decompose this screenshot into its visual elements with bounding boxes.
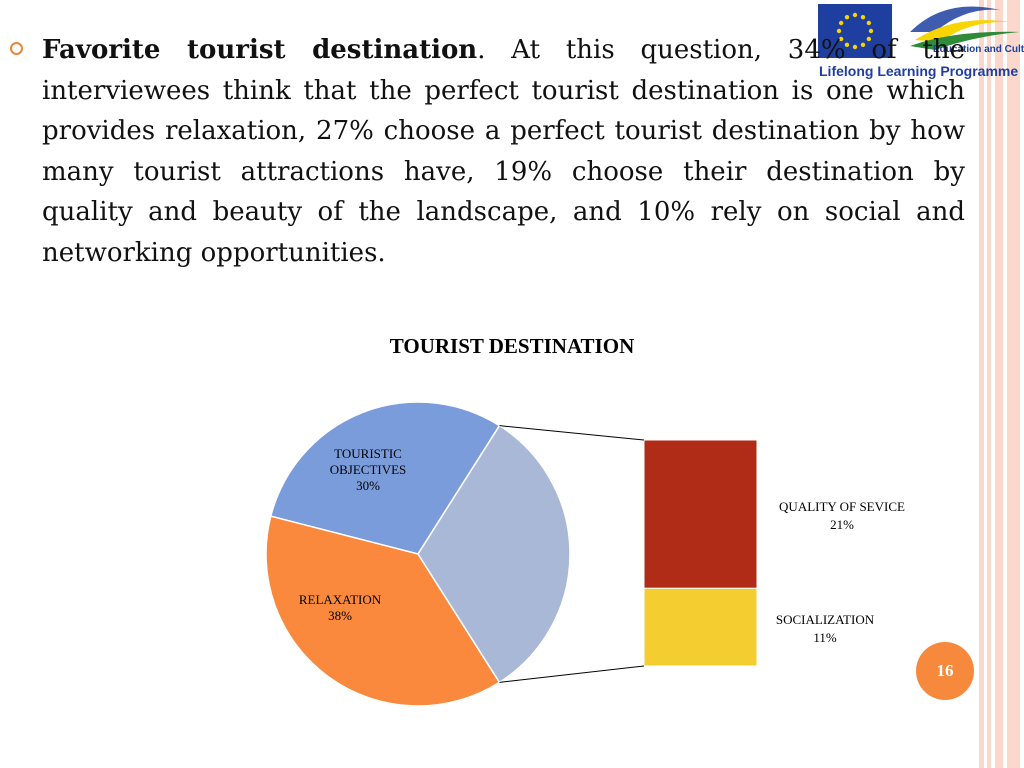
bar-label-0-0: QUALITY OF SEVICE (779, 499, 905, 514)
eu-star (844, 42, 850, 48)
pie-label-0-2: 30% (356, 478, 380, 493)
eu-star (836, 28, 842, 34)
chart-title: TOURIST DESTINATION (389, 334, 635, 358)
connector-top (499, 425, 645, 441)
eu-star (844, 14, 850, 20)
logo-line2: Lifelong Learning Programme (819, 63, 1018, 79)
bar-label-0-1: 21% (830, 517, 854, 532)
bullet-icon (10, 42, 23, 55)
right-stripe-3 (995, 0, 1003, 768)
right-stripe-1 (979, 0, 984, 768)
right-stripe-2 (987, 0, 991, 768)
pie-label-1-0: RELAXATION (299, 592, 382, 607)
eu-star (866, 20, 872, 26)
pie-slice-2 (417, 424, 571, 684)
bar-label-1-1: 11% (813, 630, 837, 645)
connector-bottom (499, 665, 645, 683)
pie-label-0-0: TOURISTIC (334, 446, 402, 461)
eu-star (866, 36, 872, 42)
eu-star (838, 20, 844, 26)
eu-star (852, 44, 858, 50)
eu-star (852, 12, 858, 18)
page-number-badge: 16 (916, 642, 974, 700)
right-stripe-4 (1007, 0, 1020, 768)
logo-line1: Education and Culture DG (933, 44, 1024, 55)
eu-stars (836, 12, 874, 50)
eu-star (838, 36, 844, 42)
pie-slice-1 (265, 515, 501, 707)
logo-swoosh (910, 6, 1000, 32)
lifelong-learning-logo: Education and Culture DG Lifelong Learni… (818, 4, 1024, 79)
pie-label-1-1: 38% (328, 608, 352, 623)
bar-segment-1 (643, 587, 758, 667)
slide-paragraph: Favorite tourist destination. At this qu… (42, 30, 965, 274)
pie-label-0-1: OBJECTIVES (330, 462, 407, 477)
eu-star (860, 42, 866, 48)
eu-star (860, 14, 866, 20)
bar-label-1-0: SOCIALIZATION (776, 612, 875, 627)
eu-star (868, 28, 874, 34)
slide-heading: Favorite tourist destination (42, 35, 478, 65)
pie-slice-0 (269, 401, 501, 555)
bar-segment-0 (643, 439, 758, 589)
slide-body-text: . At this question, 34% of the interview… (42, 35, 965, 268)
